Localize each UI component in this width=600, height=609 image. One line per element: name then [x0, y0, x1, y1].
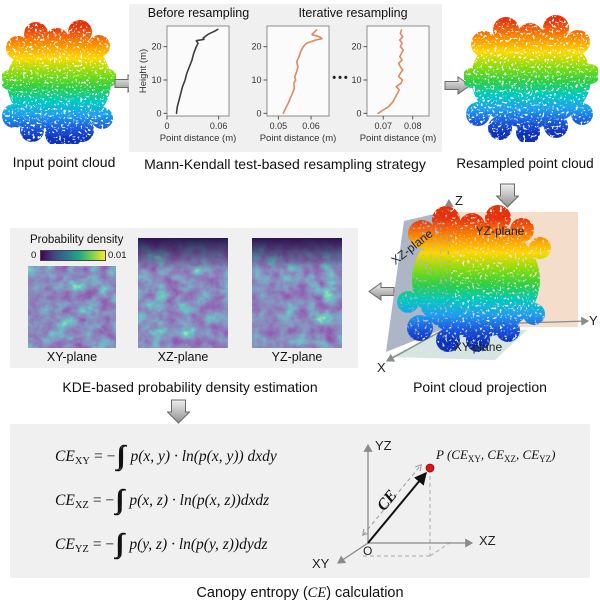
svg-text:20: 20 — [351, 42, 361, 52]
equation-ce-yz: CEYZ = − ∫∫ p(y, z) · ln(p(y, z))dydz — [55, 528, 268, 562]
entropy-caption: Canopy entropy (CE) calculation — [196, 585, 404, 601]
svg-text:0: 0 — [164, 121, 169, 131]
svg-text:0.07: 0.07 — [374, 121, 392, 131]
x-axis-label: X — [377, 360, 386, 375]
colorbar — [40, 250, 106, 261]
xy-plane-label: XY-plane — [453, 340, 503, 354]
kde-label-xz-plane: XZ-plane — [157, 350, 209, 364]
input-point-cloud-label: Input point cloud — [12, 154, 116, 170]
point-cloud-projection-diagram — [386, 198, 590, 362]
ce-vector-diagram — [337, 443, 474, 564]
svg-text:0.08: 0.08 — [404, 121, 422, 131]
xy-axis — [337, 542, 369, 564]
kde-heatmap-xz — [138, 238, 228, 348]
arrow-down-icon — [167, 399, 190, 424]
chart-title-before: Before resampling — [147, 6, 250, 20]
resampled-point-cloud-label: Resampled point cloud — [456, 156, 594, 171]
eq-body: p(y, z) · ln(p(y, z))dydz — [129, 536, 268, 553]
resampling-strategy-label: Mann-Kendall test-based resampling strat… — [144, 156, 426, 172]
kde-caption: KDE-based probability density estimation — [62, 379, 318, 395]
eq-lhs: CE — [55, 492, 75, 509]
ce-vector-arrow — [367, 471, 427, 544]
arrow-down-icon — [496, 183, 519, 208]
svg-text:0.06: 0.06 — [210, 121, 228, 131]
point-p-dot — [425, 463, 435, 473]
svg-text:0: 0 — [156, 108, 161, 118]
eq-relation: = − — [92, 492, 115, 509]
eq-body: p(x, z) · ln(p(x, z))dxdz — [129, 492, 270, 509]
eq-body: p(x, y) · ln(p(x, y)) dxdy — [130, 448, 277, 465]
y-axis-label: Y — [589, 313, 598, 328]
svg-text:20: 20 — [251, 42, 261, 52]
p-projection-diagonal-dashed — [429, 541, 452, 557]
svg-text:Point distance (m): Point distance (m) — [260, 133, 337, 144]
svg-text:10: 10 — [351, 75, 361, 85]
yz-plane-label: YZ-plane — [475, 224, 525, 238]
eq-relation: = − — [92, 536, 115, 553]
xz-axis-label: XZ — [479, 533, 496, 548]
svg-text:10: 10 — [251, 75, 261, 85]
ellipsis-dots: ••• — [332, 72, 350, 84]
equation-ce-xy: CEXY = − ∫∫ p(x, y) · ln(p(x, y)) dxdy — [55, 440, 277, 474]
colorbar-title: Probability density — [30, 234, 124, 246]
kde-label-yz-plane: YZ-plane — [271, 350, 323, 364]
svg-text:10: 10 — [151, 75, 161, 85]
svg-text:Point distance (m): Point distance (m) — [160, 133, 237, 144]
kde-heatmap-xy — [28, 266, 116, 348]
input-point-cloud-image — [2, 20, 116, 144]
projected-point-cloud — [397, 205, 551, 352]
yz-axis-label: YZ — [375, 438, 392, 453]
arrow-left-icon — [368, 282, 395, 301]
eq-subscript: YZ — [74, 543, 89, 555]
chart-iterative-n: 0 10 20 0.07 0.08 Point distance (m) — [351, 25, 437, 144]
z-axis-label: Z — [455, 193, 463, 208]
svg-text:Height (m): Height (m) — [138, 49, 149, 93]
eq-lhs: CE — [55, 536, 75, 553]
chart-before-resampling: 0 10 20 0 0.06 Point distance (m) Height (m) — [138, 25, 237, 144]
svg-text:0.05: 0.05 — [270, 121, 288, 131]
svg-text:0.06: 0.06 — [302, 121, 320, 131]
equation-ce-xz: CEXZ = − ∫∫ p(x, z) · ln(p(x, z))dxdz — [55, 484, 269, 518]
kde-heatmap-yz — [252, 238, 342, 348]
eq-subscript: XY — [74, 455, 90, 467]
eq-relation: = − — [93, 448, 116, 465]
colorbar-max-label: 0.01 — [108, 250, 127, 261]
colorbar-min-label: 0 — [31, 250, 37, 261]
eq-lhs: CE — [55, 448, 75, 465]
xy-axis-label: XY — [312, 556, 330, 571]
svg-text:0: 0 — [256, 108, 261, 118]
chart-iterative-1: 0 10 20 0.05 0.06 Point distance (m) — [251, 25, 337, 144]
kde-label-xy-plane: XY-plane — [46, 350, 98, 364]
resampled-point-cloud-image — [464, 15, 598, 142]
eq-subscript: XZ — [74, 499, 89, 511]
ce-measure-dashed — [362, 463, 422, 537]
svg-text:20: 20 — [151, 42, 161, 52]
canopy-entropy-panel — [10, 424, 590, 578]
origin-label: O — [363, 544, 373, 558]
svg-text:0: 0 — [356, 108, 361, 118]
chart-title-iterative: Iterative resampling — [298, 6, 408, 20]
projection-caption: Point cloud projection — [413, 379, 547, 395]
point-p-label: P (CEXY, CEXZ, CEYZ) — [436, 447, 556, 464]
svg-text:Point distance (m): Point distance (m) — [360, 133, 437, 144]
